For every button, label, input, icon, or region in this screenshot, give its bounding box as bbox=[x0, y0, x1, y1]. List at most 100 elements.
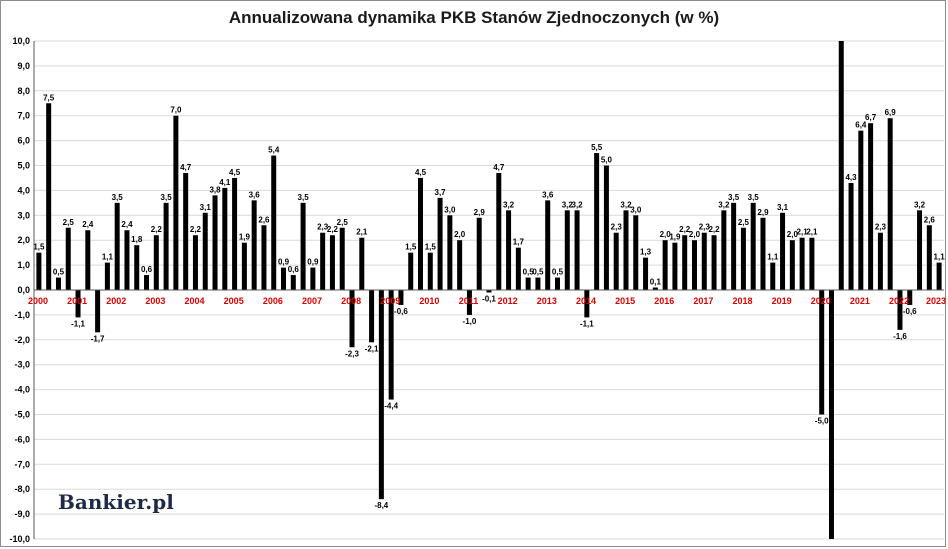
y-tick-label: -7,0 bbox=[14, 459, 30, 469]
bar bbox=[476, 217, 482, 290]
x-tick-label: 2018 bbox=[733, 296, 753, 306]
data-label: 3,2 bbox=[562, 200, 574, 209]
y-tick-label: -3,0 bbox=[14, 360, 30, 370]
bar bbox=[535, 277, 541, 290]
x-tick-label: 2005 bbox=[224, 296, 244, 306]
x-tick-label: 2002 bbox=[106, 296, 126, 306]
data-label: -1,0 bbox=[463, 317, 477, 326]
data-label: 0,5 bbox=[532, 268, 544, 277]
bar bbox=[173, 115, 179, 290]
data-label: 2,0 bbox=[660, 230, 672, 239]
bar bbox=[95, 290, 101, 333]
y-tick-label: 8,0 bbox=[17, 86, 30, 96]
x-tick-label: 2006 bbox=[263, 296, 283, 306]
bar bbox=[838, 41, 844, 290]
data-label: 3,5 bbox=[161, 193, 173, 202]
bar bbox=[603, 165, 609, 290]
data-label: 0,1 bbox=[650, 278, 662, 287]
bar bbox=[750, 202, 756, 290]
bar bbox=[564, 210, 570, 290]
x-tick-label: 2015 bbox=[615, 296, 635, 306]
data-label: 2,1 bbox=[356, 228, 368, 237]
x-tick-label: 2017 bbox=[693, 296, 713, 306]
data-label: 4,5 bbox=[415, 168, 427, 177]
bar bbox=[271, 155, 277, 290]
x-tick-label: 2023 bbox=[926, 296, 946, 306]
y-tick-label: 1,0 bbox=[17, 260, 30, 270]
bar bbox=[457, 240, 463, 290]
bar bbox=[75, 290, 81, 318]
data-label: 1,5 bbox=[33, 243, 45, 252]
x-tick-label: 2016 bbox=[654, 296, 674, 306]
bar bbox=[623, 210, 629, 290]
bar bbox=[789, 240, 795, 290]
bar bbox=[486, 290, 492, 293]
data-label: 5,4 bbox=[268, 146, 280, 155]
y-tick-label: 10,0 bbox=[12, 36, 30, 46]
bar bbox=[447, 215, 453, 290]
x-tick-label: 2020 bbox=[811, 296, 831, 306]
data-label: 2,5 bbox=[337, 218, 349, 227]
data-label: 3,2 bbox=[620, 200, 632, 209]
y-tick-label: -6,0 bbox=[14, 434, 30, 444]
bar bbox=[378, 290, 384, 500]
bar bbox=[545, 200, 551, 290]
y-tick-label: 3,0 bbox=[17, 210, 30, 220]
data-label: -4,4 bbox=[384, 402, 398, 411]
bar bbox=[329, 235, 335, 290]
x-tick-label: 2010 bbox=[419, 296, 439, 306]
bar bbox=[281, 267, 287, 290]
bar bbox=[731, 202, 737, 290]
bar bbox=[398, 290, 404, 305]
bar bbox=[887, 118, 893, 290]
bar bbox=[320, 232, 326, 290]
bar bbox=[740, 227, 746, 290]
x-tick-label: 2011 bbox=[459, 296, 479, 306]
bar bbox=[584, 290, 590, 318]
data-label: 3,5 bbox=[728, 193, 740, 202]
data-label: 3,0 bbox=[444, 205, 456, 214]
data-label: 3,1 bbox=[200, 203, 212, 212]
data-label: 0,5 bbox=[53, 268, 65, 277]
x-tick-label: 2012 bbox=[498, 296, 518, 306]
data-label: 4,7 bbox=[180, 163, 192, 172]
data-label: 1,8 bbox=[131, 235, 143, 244]
data-label: -1,7 bbox=[91, 334, 105, 343]
bar bbox=[633, 215, 639, 290]
data-label: 2,0 bbox=[689, 230, 701, 239]
bar bbox=[672, 242, 678, 290]
bar bbox=[506, 210, 512, 290]
bar bbox=[359, 237, 365, 290]
data-label: 2,6 bbox=[258, 215, 270, 224]
bar bbox=[858, 130, 864, 290]
data-label: 2,2 bbox=[190, 225, 202, 234]
bar bbox=[427, 252, 433, 290]
bar bbox=[192, 235, 198, 290]
data-label: -0,6 bbox=[903, 307, 917, 316]
y-tick-label: -8,0 bbox=[14, 484, 30, 494]
bar bbox=[144, 275, 150, 290]
bar bbox=[574, 210, 580, 290]
y-tick-label: 6,0 bbox=[17, 136, 30, 146]
data-label: 4,1 bbox=[219, 178, 231, 187]
bar bbox=[65, 227, 71, 290]
data-label: 0,9 bbox=[278, 258, 290, 267]
bar bbox=[437, 197, 443, 290]
y-tick-label: 7,0 bbox=[17, 111, 30, 121]
bar bbox=[848, 182, 854, 290]
chart-title: Annualizowana dynamika PKB Stanów Zjedno… bbox=[228, 8, 720, 27]
data-label: 2,5 bbox=[63, 218, 75, 227]
bar bbox=[163, 202, 169, 290]
bar bbox=[183, 172, 189, 290]
data-label: 3,5 bbox=[748, 193, 760, 202]
x-tick-label: 2008 bbox=[341, 296, 361, 306]
bar bbox=[114, 202, 120, 290]
bar bbox=[917, 210, 923, 290]
data-label: 0,6 bbox=[288, 265, 300, 274]
data-label: 3,8 bbox=[209, 185, 221, 194]
data-label: 3,6 bbox=[249, 190, 261, 199]
data-label: 1,9 bbox=[239, 233, 251, 242]
data-label: -5,0 bbox=[815, 417, 829, 426]
data-label: 1,3 bbox=[640, 248, 652, 257]
